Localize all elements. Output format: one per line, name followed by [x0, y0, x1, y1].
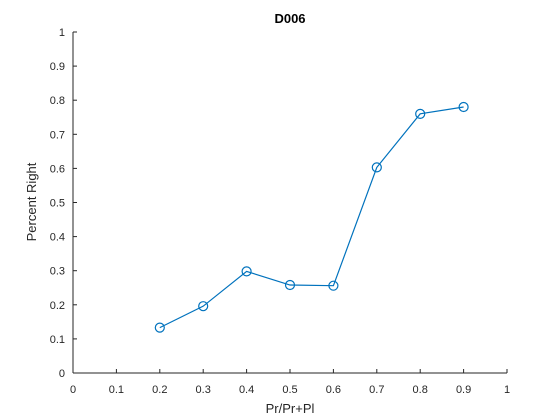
y-tick-label: 1 — [59, 27, 65, 39]
x-tick-label: 0.2 — [152, 384, 167, 396]
y-axis-label: Percent Right — [24, 162, 39, 241]
y-tick-label: 0.1 — [50, 334, 65, 346]
y-tick-label: 0.4 — [50, 232, 65, 244]
x-tick-label: 0.7 — [369, 384, 384, 396]
y-tick-label: 0.6 — [50, 163, 65, 175]
x-axis: 0 0.1 0.2 0.3 0.4 0.5 0.6 0.7 0.8 0.9 1 — [70, 369, 510, 396]
y-tick-label: 0.5 — [50, 198, 65, 210]
data-point — [198, 301, 209, 312]
x-tick-label: 0.4 — [239, 384, 254, 396]
data-point — [154, 322, 165, 333]
x-tick-label: 0.6 — [326, 384, 341, 396]
x-axis-label: Pr/Pr+Pl — [266, 401, 315, 416]
data-point — [284, 279, 296, 291]
y-tick-label: 0.9 — [50, 61, 65, 73]
series-line — [159, 106, 464, 329]
x-tick-label: 0 — [70, 384, 76, 396]
data-point — [241, 266, 252, 277]
x-tick-label: 0.1 — [109, 384, 124, 396]
data-point — [415, 108, 426, 119]
data-point — [371, 162, 382, 173]
chart-title: D006 — [274, 11, 305, 26]
x-tick-label: 0.3 — [196, 384, 211, 396]
y-tick-label: 0.7 — [50, 129, 65, 141]
y-tick-label: 0.3 — [50, 266, 65, 278]
y-tick-label: 0.8 — [50, 95, 65, 107]
data-point — [458, 101, 469, 113]
x-tick-label: 1 — [504, 384, 510, 396]
x-tick-label: 0.5 — [282, 384, 297, 396]
x-tick-label: 0.8 — [413, 384, 428, 396]
plot-area — [73, 32, 507, 373]
y-tick-label: 0 — [59, 368, 65, 380]
x-tick-label: 0.9 — [456, 384, 471, 396]
data-point — [328, 280, 339, 291]
y-tick-label: 0.2 — [50, 300, 65, 312]
y-axis: 0 0.1 0.2 0.3 0.4 0.5 0.6 0.7 0.8 0.9 1 — [50, 27, 77, 380]
series-layer — [154, 101, 469, 333]
